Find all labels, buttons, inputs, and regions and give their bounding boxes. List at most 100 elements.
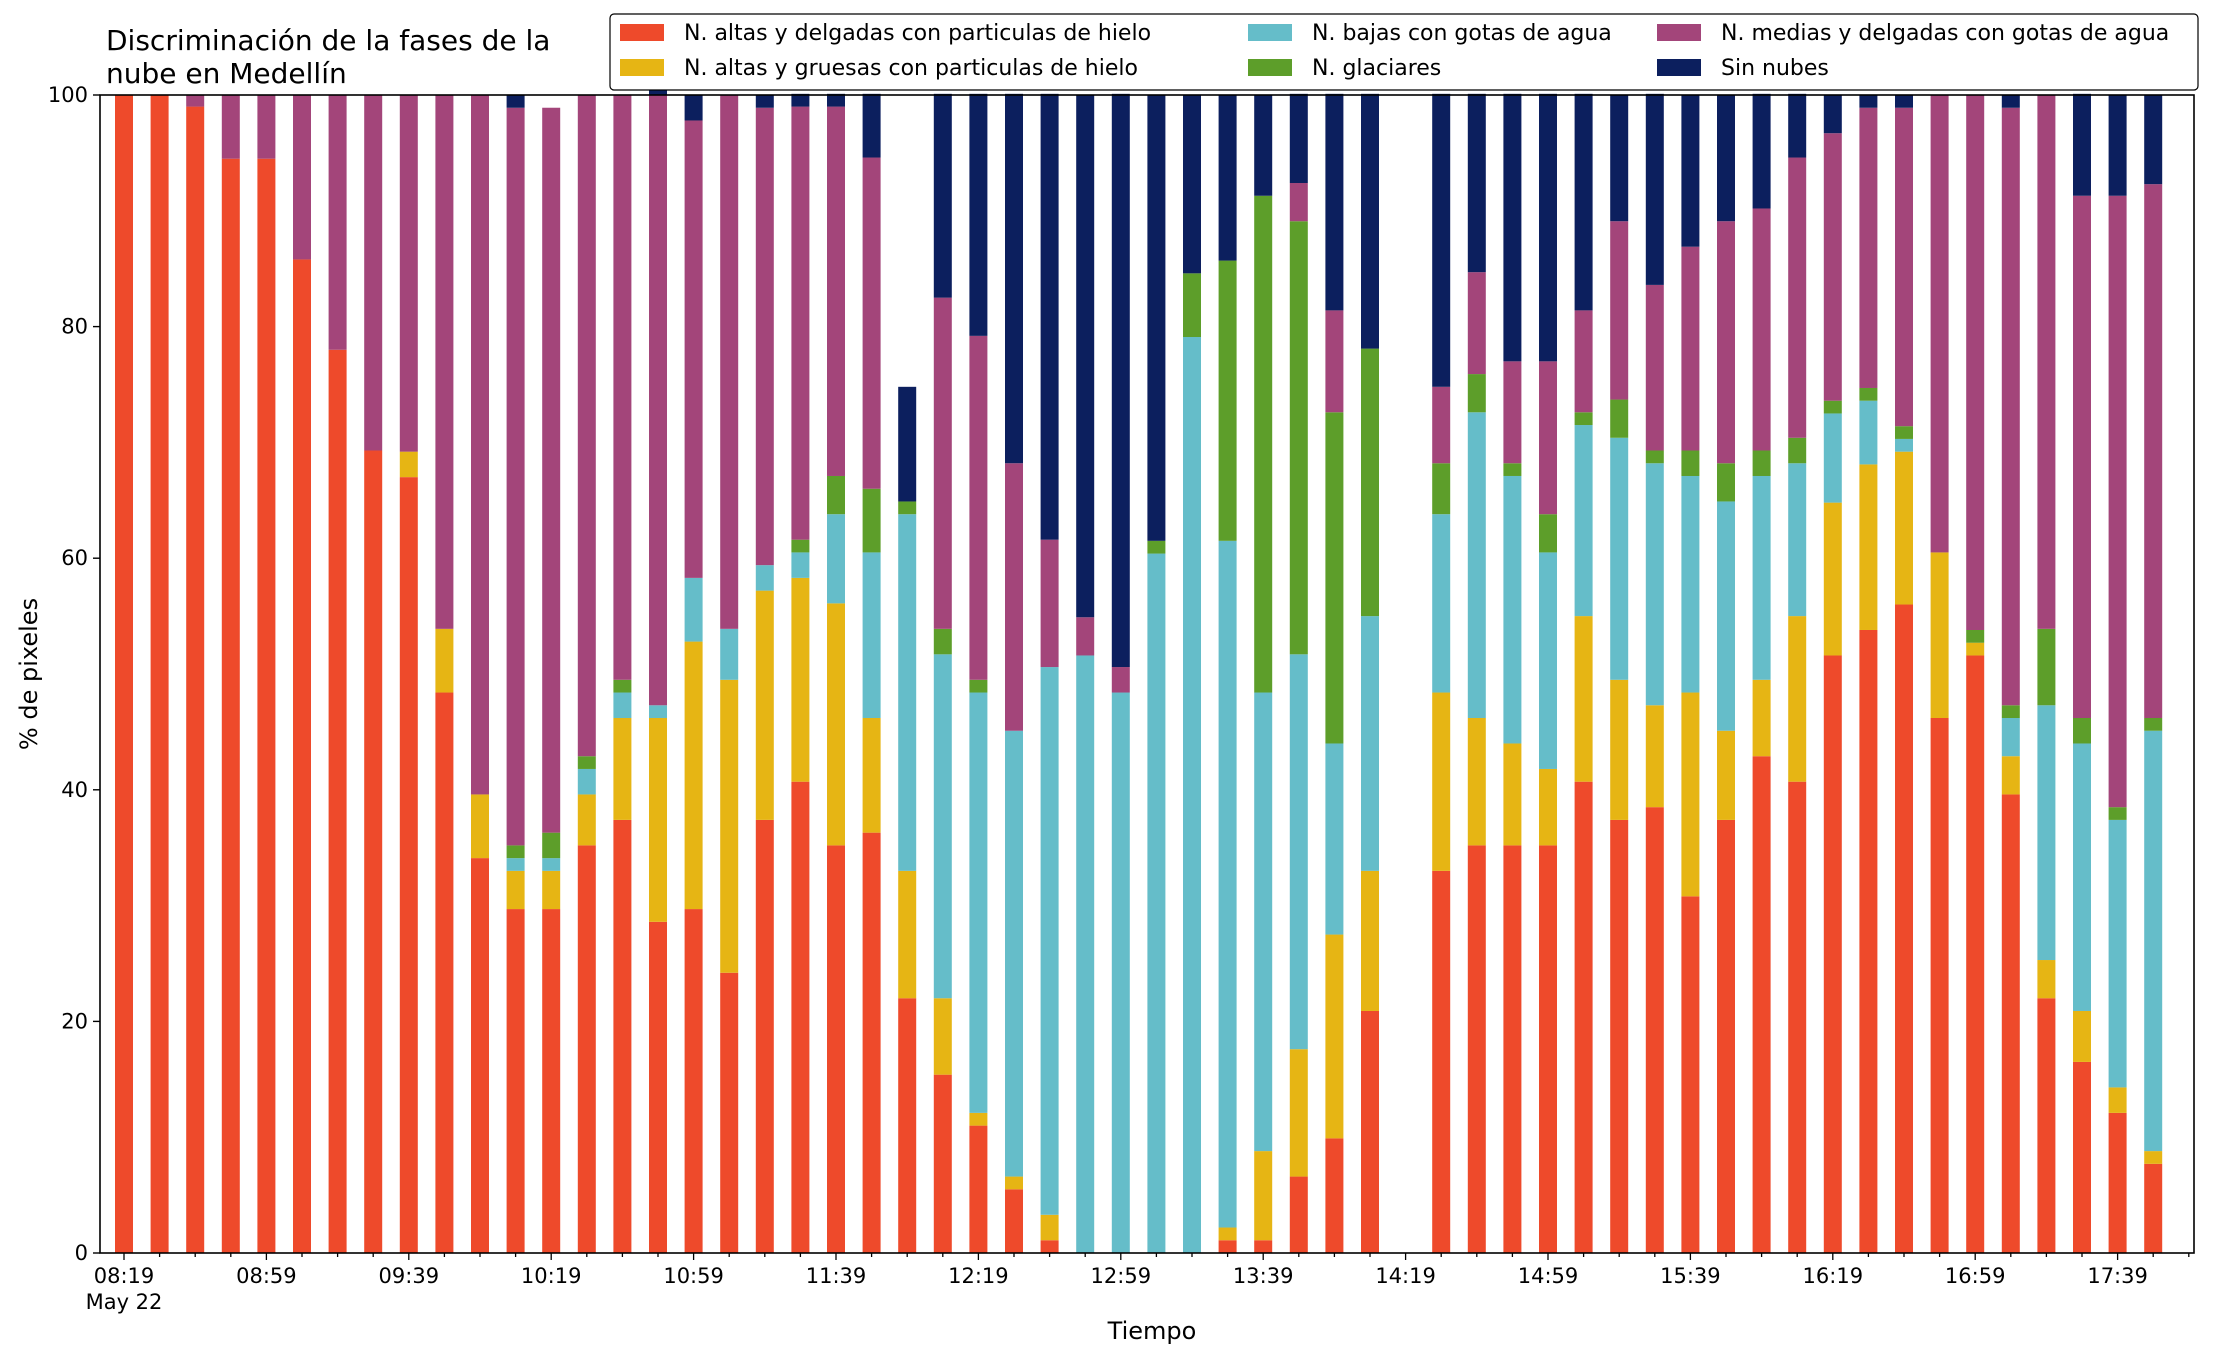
bar-segment bbox=[933, 998, 952, 1075]
bar-segment bbox=[1361, 616, 1379, 871]
x-tick-label: 16:59 bbox=[1945, 1264, 2006, 1288]
bar-segment bbox=[2108, 95, 2127, 196]
bar-segment bbox=[1930, 718, 1949, 1253]
legend-label: N. glaciares bbox=[1312, 56, 1441, 81]
bar-segment bbox=[755, 107, 774, 566]
bar-segment bbox=[827, 475, 845, 515]
bar-segment bbox=[1681, 450, 1700, 476]
bar-segment bbox=[1610, 399, 1629, 438]
bar-segment bbox=[1183, 95, 1201, 274]
bar-segment bbox=[2073, 93, 2091, 196]
bar-segment bbox=[1325, 93, 1344, 311]
bar-segment bbox=[2144, 95, 2163, 185]
bar-segment bbox=[1040, 539, 1059, 668]
bar-segment bbox=[1147, 540, 1166, 554]
bar-segment bbox=[1823, 133, 1842, 401]
bar-segment bbox=[186, 106, 205, 1254]
bar-segment bbox=[1788, 616, 1807, 782]
bar-segment bbox=[1076, 95, 1095, 618]
bar-segment bbox=[1040, 667, 1059, 1215]
bar-segment bbox=[542, 858, 561, 871]
bar-segment bbox=[1254, 195, 1273, 693]
bar-segment bbox=[613, 679, 632, 693]
bar-segment bbox=[1147, 553, 1166, 1253]
bar-segment bbox=[2073, 195, 2091, 719]
bar-segment bbox=[1218, 95, 1237, 261]
bar-segment bbox=[2144, 1163, 2163, 1253]
bar-segment bbox=[1788, 93, 1807, 158]
bar-segment bbox=[755, 565, 774, 591]
bar-segment bbox=[1218, 540, 1237, 1228]
bar-segment bbox=[1076, 617, 1095, 656]
bar-segment bbox=[1681, 896, 1700, 1253]
bar-segment bbox=[1503, 361, 1522, 464]
bar-segment bbox=[1539, 768, 1557, 846]
bar-segment bbox=[1218, 1227, 1237, 1241]
bar-segment bbox=[1645, 807, 1664, 1253]
bar-segment bbox=[1325, 743, 1344, 935]
bar-segment bbox=[898, 501, 917, 515]
bar-segment bbox=[1005, 1189, 1023, 1253]
bar-segment bbox=[1005, 730, 1023, 1177]
bar-segment bbox=[1254, 1240, 1273, 1253]
bar-segment bbox=[1040, 1214, 1059, 1241]
bar-segment bbox=[1966, 630, 1985, 643]
bar-segment bbox=[2037, 998, 2056, 1253]
x-tick-label: 15:39 bbox=[1660, 1264, 1721, 1288]
legend-swatch bbox=[620, 59, 664, 76]
y-tick-label: 80 bbox=[61, 315, 88, 339]
bar-segment bbox=[1218, 260, 1237, 541]
legend-swatch bbox=[1657, 24, 1701, 41]
legend-swatch bbox=[620, 24, 664, 41]
bar-segment bbox=[1752, 475, 1771, 680]
y-tick-label: 0 bbox=[75, 1241, 88, 1265]
bar-segment bbox=[1467, 845, 1486, 1253]
bar-segment bbox=[1254, 692, 1273, 1152]
x-axis-label: Tiempo bbox=[1107, 1317, 1197, 1345]
bar-segment bbox=[791, 106, 810, 540]
bar-segment bbox=[1788, 781, 1807, 1253]
bar-segment bbox=[720, 95, 739, 629]
bar-segment bbox=[1503, 93, 1522, 362]
bar-segment bbox=[542, 909, 561, 1253]
x-tick-label: 17:39 bbox=[2087, 1264, 2148, 1288]
bar-segment bbox=[1645, 450, 1664, 464]
bar-segment bbox=[1788, 157, 1807, 438]
bar-segment bbox=[435, 692, 454, 1253]
bar-segment bbox=[684, 577, 703, 642]
bar-segment bbox=[613, 819, 632, 1253]
bar-segment bbox=[933, 654, 952, 999]
bar-segment bbox=[1610, 95, 1629, 222]
bar-segment bbox=[1752, 208, 1771, 451]
bar-segment bbox=[506, 107, 525, 846]
bar-segment bbox=[613, 718, 632, 820]
bar-segment bbox=[791, 781, 810, 1253]
bar-segment bbox=[1254, 95, 1273, 196]
bar-segment bbox=[1289, 93, 1308, 184]
bar-segment bbox=[720, 679, 739, 973]
bar-segment bbox=[293, 95, 311, 260]
bar-segment bbox=[328, 349, 347, 1253]
bar-segment bbox=[1040, 93, 1059, 540]
bar-segment bbox=[720, 628, 739, 680]
bar-segment bbox=[1467, 93, 1486, 273]
bar-segment bbox=[2144, 1151, 2163, 1164]
bar-segment bbox=[1574, 425, 1593, 617]
bar-segment bbox=[1289, 221, 1308, 655]
y-tick-label: 20 bbox=[61, 1009, 88, 1033]
bar-segment bbox=[542, 832, 561, 859]
bar-segment bbox=[1930, 95, 1949, 553]
bar-segment bbox=[1539, 552, 1557, 769]
bar-segment bbox=[1325, 412, 1344, 744]
x-tick-date-label: May 22 bbox=[86, 1290, 163, 1314]
x-tick-label: 10:59 bbox=[663, 1264, 724, 1288]
bar-segment bbox=[1966, 95, 1985, 630]
bar-segment bbox=[898, 998, 917, 1253]
bar-segment bbox=[1147, 95, 1166, 541]
bar-segment bbox=[862, 93, 881, 158]
bar-segment bbox=[1752, 756, 1771, 1253]
bar-segment bbox=[506, 909, 525, 1253]
bar-segment bbox=[1574, 781, 1593, 1253]
bar-segment bbox=[2108, 819, 2127, 1088]
bar-segment bbox=[1752, 450, 1771, 476]
